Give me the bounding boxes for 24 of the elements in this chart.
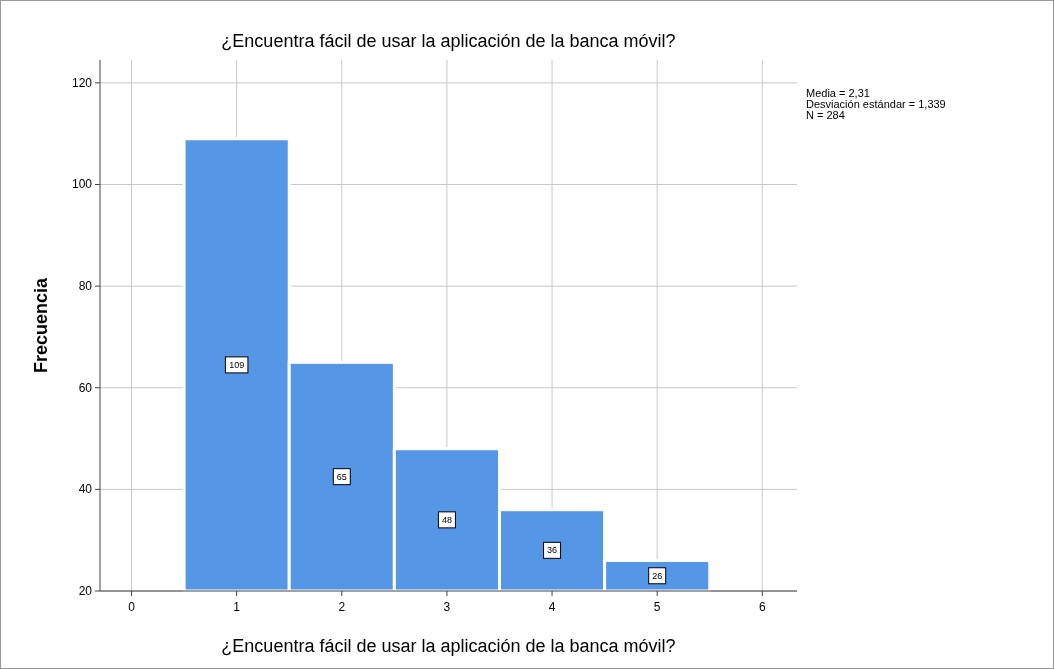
x-tick-label: 0 xyxy=(128,600,136,614)
data-label: 26 xyxy=(652,570,663,581)
x-tick-label: 2 xyxy=(338,600,346,614)
x-axis-title: ¿Encuentra fácil de usar la aplicación de la banca móvil? xyxy=(221,636,676,656)
y-axis-title: Frecuencia xyxy=(31,276,51,374)
x-tick-label: 4 xyxy=(548,600,556,614)
y-tick-label: 120 xyxy=(71,75,93,90)
y-tick-label: 100 xyxy=(71,177,93,192)
text: Media = 2,31 xyxy=(806,87,870,99)
x-tick-label: 5 xyxy=(653,600,661,614)
data-label: 109 xyxy=(229,359,245,370)
y-tick-label: 60 xyxy=(78,380,93,395)
x-tick-label: 3 xyxy=(443,600,451,614)
chart-title: ¿Encuentra fácil de usar la aplicación de la banca móvil? xyxy=(221,31,676,51)
y-tick-label: 40 xyxy=(78,482,93,497)
text: Desviación estándar = 1,339 xyxy=(806,98,946,110)
x-tick-label: 6 xyxy=(758,600,766,614)
text: N = 284 xyxy=(806,109,845,121)
data-label: 65 xyxy=(336,471,347,482)
data-label: 36 xyxy=(547,545,558,556)
y-tick-label: 80 xyxy=(78,279,93,294)
y-tick-label: 20 xyxy=(78,584,93,598)
x-tick-label: 1 xyxy=(233,600,241,614)
data-label: 48 xyxy=(441,514,452,525)
